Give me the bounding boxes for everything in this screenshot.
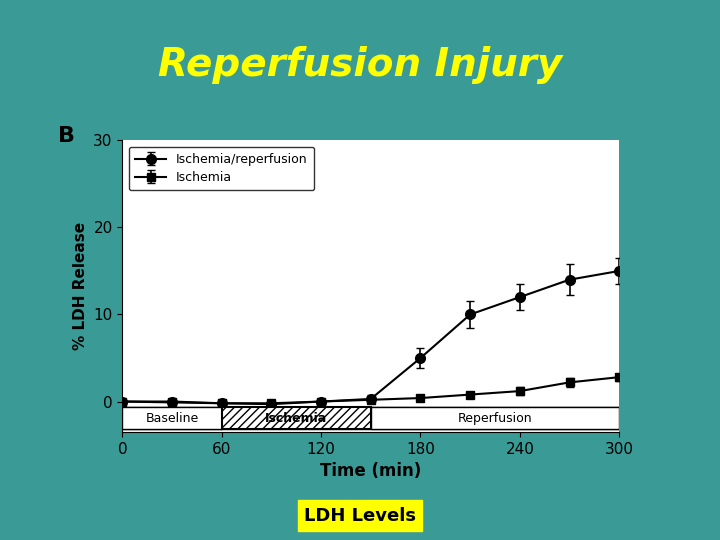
- Text: LDH Levels: LDH Levels: [304, 507, 416, 525]
- Bar: [122, 407, 222, 429]
- Bar: [371, 407, 619, 429]
- Bar: [222, 407, 371, 429]
- Legend: Ischemia/reperfusion, Ischemia: Ischemia/reperfusion, Ischemia: [129, 147, 314, 190]
- Text: Reperfusion Injury: Reperfusion Injury: [158, 46, 562, 84]
- Text: Ischemia: Ischemia: [265, 411, 328, 424]
- Text: B: B: [58, 126, 75, 146]
- Bar: [122, 407, 619, 429]
- Y-axis label: % LDH Release: % LDH Release: [73, 222, 88, 350]
- Text: Baseline: Baseline: [145, 411, 199, 424]
- Text: Reperfusion: Reperfusion: [458, 411, 532, 424]
- X-axis label: Time (min): Time (min): [320, 462, 421, 480]
